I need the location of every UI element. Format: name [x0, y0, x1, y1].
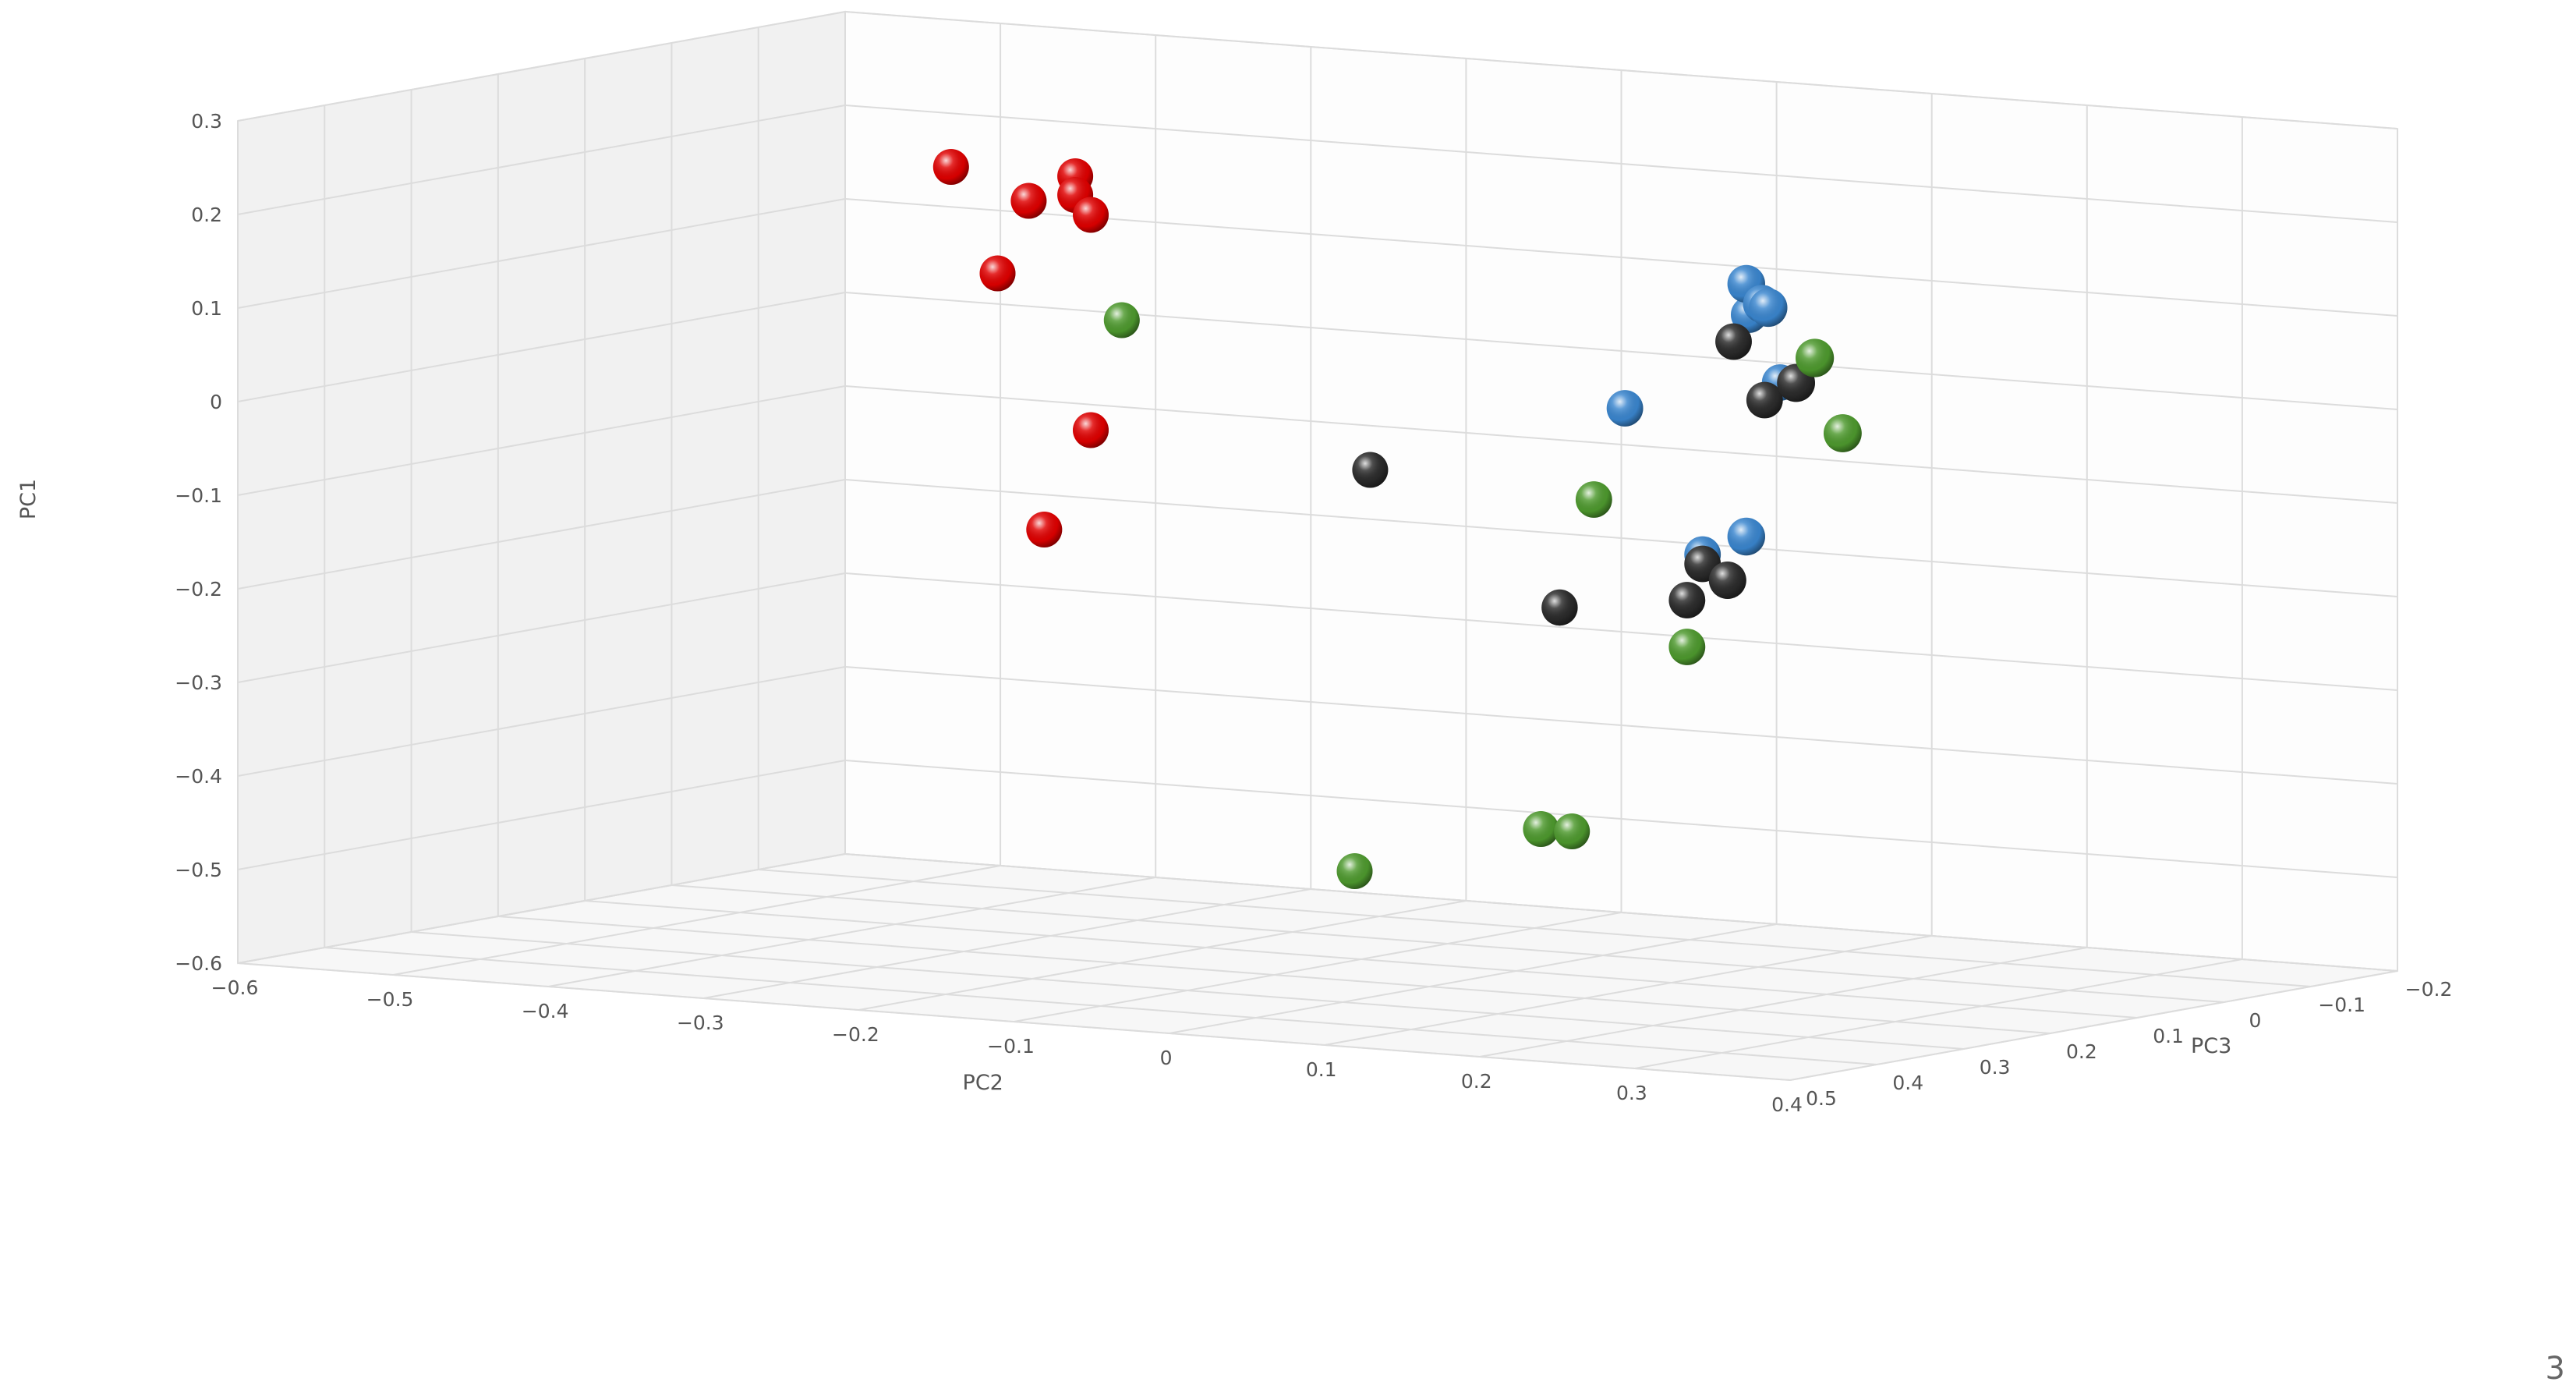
pc1-tick-label: 0.2 [191, 204, 222, 226]
pc2-tick-label: −0.5 [366, 988, 414, 1011]
pc3-tick-label: 0 [2249, 1009, 2261, 1032]
gridline-pc2 [1169, 923, 1777, 1034]
data-point [1749, 288, 1788, 328]
gridline-pc2 [1324, 935, 1932, 1046]
pc2-axis-title: PC2 [963, 1071, 1003, 1095]
pc1-tick-label: 0.3 [191, 110, 222, 133]
pc3-tick-label: −0.2 [2405, 978, 2453, 1001]
data-point [1824, 414, 1862, 452]
pc2-tick-label: −0.4 [522, 1000, 569, 1022]
data-point [1668, 629, 1706, 665]
gridline-pc2 [1634, 958, 2243, 1069]
pc3-tick-label: 0.5 [1806, 1087, 1837, 1110]
data-point [1746, 381, 1783, 419]
chart-axis-titles: PC1 PC2 PC3 [16, 479, 2231, 1095]
data-point [1796, 338, 1835, 377]
gridline-pc2 [548, 877, 1156, 987]
pc1-tick-label: −0.3 [175, 671, 222, 694]
data-point [1554, 813, 1591, 849]
pc3-tick-label: 0.3 [1980, 1056, 2011, 1079]
side-wall [237, 10, 846, 965]
gridline-pc1 [237, 760, 846, 870]
pc1-tick-label: 0 [210, 391, 222, 413]
pc1-tick-label: 0.1 [191, 297, 222, 320]
gridline-pc1 [237, 292, 846, 402]
pc3-tick-label: 0.4 [1892, 1072, 1923, 1094]
chart-gridlines [237, 11, 2398, 1081]
data-point [1336, 853, 1373, 889]
data-point [1523, 811, 1559, 847]
gridline-pc3 [585, 900, 2138, 1019]
data-point [1541, 589, 1578, 626]
gridline-pc1 [237, 572, 846, 683]
pc2-tick-label: −0.2 [832, 1023, 879, 1046]
data-point [1352, 452, 1389, 488]
pc2-tick-label: 0.4 [1771, 1093, 1803, 1116]
pc3-tick-label: 0.1 [2153, 1025, 2184, 1047]
gridline-pc1 [237, 479, 846, 590]
data-point [1575, 481, 1612, 518]
pc1-tick-label: −0.4 [175, 765, 222, 788]
gridline-pc2 [858, 900, 1467, 1011]
pc1-tick-label: −0.2 [175, 578, 222, 601]
data-point [1715, 323, 1752, 360]
pc1-axis-title: PC1 [16, 479, 41, 519]
pc1-tick-label: −0.6 [175, 952, 222, 975]
gridline-pc1 [237, 385, 846, 496]
data-point [1026, 512, 1063, 547]
data-point [1103, 302, 1140, 338]
gridline-pc2 [1479, 947, 2087, 1058]
gridline-pc3 [237, 962, 1791, 1081]
data-point [979, 255, 1016, 292]
pc2-tick-label: 0 [1160, 1047, 1173, 1069]
gridline-pc2 [392, 865, 1001, 976]
gridline-pc3 [758, 869, 2311, 987]
pc3-axis-title: PC3 [2191, 1034, 2231, 1058]
pc1-tick-label: −0.1 [175, 484, 222, 507]
data-point [1073, 197, 1109, 233]
pc3-tick-label: −0.1 [2318, 994, 2365, 1016]
data-point [1606, 390, 1644, 427]
gridline-pc1 [237, 198, 846, 309]
gridline-pc1 [237, 11, 846, 122]
pc3-tick-label: 0.2 [2066, 1040, 2097, 1063]
pc2-tick-label: −0.3 [677, 1012, 724, 1034]
chart-points [932, 149, 1862, 889]
pc2-tick-label: 0.2 [1461, 1070, 1492, 1093]
gridline-pc2 [1789, 970, 2398, 1081]
data-point [1708, 562, 1746, 599]
gridline-pc3 [324, 947, 1877, 1065]
pc1-tick-label: −0.5 [175, 859, 222, 881]
data-point [1668, 582, 1706, 618]
gridline-pc1 [237, 105, 846, 215]
gridline-pc3 [497, 916, 2051, 1034]
pc2-tick-label: −0.6 [211, 976, 259, 999]
pc2-tick-label: −0.1 [987, 1035, 1035, 1058]
data-point [1010, 182, 1047, 219]
gridline-pc2 [1014, 912, 1622, 1022]
data-point [1073, 412, 1109, 448]
gridline-pc3 [671, 884, 2224, 1003]
chart-walls [237, 10, 2398, 1082]
white-patch [2397, 23, 2444, 94]
gridline-pc3 [844, 853, 2398, 972]
pc2-tick-label: 0.1 [1306, 1058, 1337, 1081]
data-point [1727, 517, 1765, 556]
gridline-pc1 [237, 666, 846, 777]
data-point [932, 149, 969, 185]
chart-tick-labels: 0.3 0.2 0.1 0 −0.1 −0.2 −0.3 −0.4 −0.5 −0.6−0.6 −0… [175, 110, 2452, 1116]
gridline-pc3 [411, 931, 1964, 1050]
gridline-pc2 [237, 853, 846, 964]
pc2-tick-label: 0.3 [1616, 1082, 1647, 1104]
gridline-pc2 [703, 888, 1311, 999]
page-number: 3 [2546, 1351, 2565, 1387]
